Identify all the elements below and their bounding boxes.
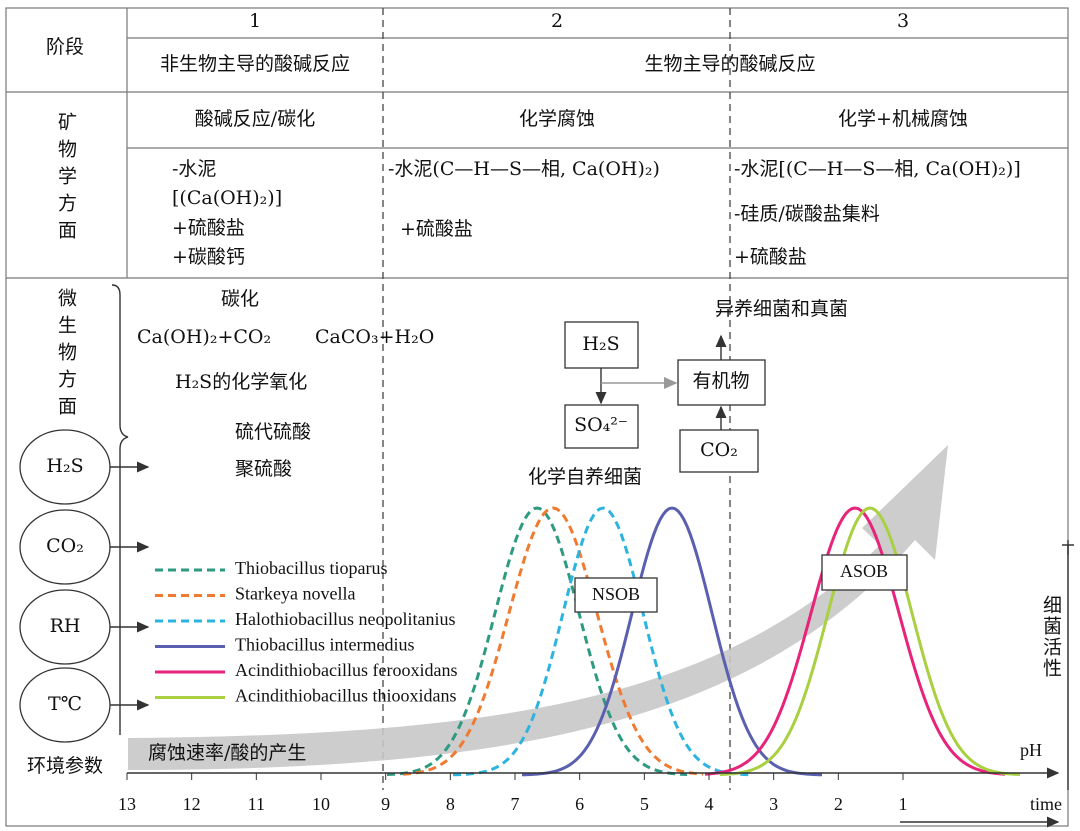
tick-label: 11 — [248, 794, 265, 814]
box — [564, 321, 639, 369]
tick-label: 12 — [183, 794, 201, 814]
process-label: 化学自养细菌 — [528, 466, 642, 488]
box — [677, 359, 766, 406]
reaction: Ca(OH)₂+CO₂ — [137, 326, 271, 348]
stage-name: 生物主导的酸碱反应 — [644, 53, 815, 75]
axis-label: 细菌活性 — [1040, 595, 1062, 679]
trend-label: 腐蚀速率/酸的产生 — [148, 742, 306, 764]
parameter-label: CO₂ — [46, 535, 84, 557]
row-label: 环境参数 — [27, 755, 103, 777]
activity-curve — [704, 506, 1006, 776]
process-label: 硫代硫酸 — [235, 421, 311, 443]
parameter-label: T℃ — [48, 693, 82, 715]
tick-label: 5 — [640, 794, 649, 814]
cell-text: -水泥(C—H—S—相, Ca(OH)₂) — [388, 158, 660, 180]
row-label: 矿物学方面 — [55, 112, 77, 247]
activity-curve — [719, 506, 1021, 776]
tick-label: 10 — [312, 794, 330, 814]
stage-name: 非生物主导的酸碱反应 — [160, 53, 350, 75]
legend-label: Halothiobacillus neopolitanius — [235, 609, 455, 629]
tick-label: 4 — [705, 794, 714, 814]
activity-curve — [452, 506, 754, 777]
process-label: 碳化 — [221, 288, 259, 310]
row-label: 阶段 — [46, 36, 84, 58]
box-label: ASOB — [840, 561, 888, 581]
tick-label: 7 — [511, 794, 520, 814]
cell-text: +硫酸盐 — [734, 246, 807, 268]
reaction: CaCO₃+H₂O — [315, 326, 434, 348]
parameter-label: RH — [50, 615, 81, 637]
environment-group: H₂S CO₂ RH T℃ — [19, 429, 150, 743]
legend-label: Thiobacillus tioparus — [235, 558, 387, 578]
axis-label: pH — [1020, 740, 1042, 760]
box — [574, 577, 658, 613]
box-label: 有机物 — [692, 370, 749, 392]
tick-label: 8 — [446, 794, 455, 814]
tick-label: 3 — [769, 794, 778, 814]
cell-text: +硫酸盐 — [400, 218, 473, 240]
box-label: SO₄²⁻ — [574, 414, 628, 436]
tick-label: 1 — [899, 794, 908, 814]
column-header: 酸碱反应/碳化 — [195, 108, 315, 130]
box-label: NSOB — [592, 584, 640, 604]
row-label: 微生物方面 — [55, 288, 77, 423]
axis-label: time — [1030, 794, 1062, 814]
tick-label: 2 — [834, 794, 843, 814]
process-label: 异养细菌和真菌 — [715, 298, 848, 320]
activity-curve — [386, 506, 688, 776]
legend: Thiobacillus tioparus Starkeya novella Hal… — [155, 558, 457, 706]
cell-text: +碳酸钙 — [172, 246, 245, 268]
cell-text: -水泥 — [172, 158, 216, 180]
parameter-label: H₂S — [46, 455, 83, 477]
box — [821, 554, 908, 591]
stage-number: 3 — [897, 10, 909, 32]
legend-label: Starkeya novella — [235, 584, 355, 604]
trend-arrow — [128, 445, 948, 770]
box-label: CO₂ — [700, 439, 738, 461]
stage-number: 2 — [551, 10, 563, 32]
process-label: H₂S的化学氧化 — [175, 371, 307, 393]
column-header: 化学腐蚀 — [519, 108, 595, 130]
box-label: H₂S — [582, 333, 619, 355]
stage-number: 1 — [249, 10, 261, 32]
box — [679, 429, 759, 473]
ticks: 13 12 11 10 9 8 7 6 5 4 3 2 1 — [118, 773, 908, 814]
legend-label: Acindithiobacillus thiooxidans — [235, 686, 456, 706]
tick-label: 13 — [118, 794, 136, 814]
cell-text: [(Ca(OH)₂)] — [172, 187, 282, 209]
curves — [386, 506, 1021, 777]
y-axis-tick — [1062, 540, 1074, 555]
cell-text: +硫酸盐 — [172, 217, 245, 239]
activity-curve — [402, 506, 704, 776]
brace — [111, 284, 129, 735]
tick-label: 9 — [381, 794, 390, 814]
column-header: 化学+机械腐蚀 — [838, 108, 968, 130]
frame — [5, 7, 1069, 827]
process-label: 聚硫酸 — [235, 458, 292, 480]
box — [564, 404, 639, 449]
cell-text: -水泥[(C—H—S—相, Ca(OH)₂)] — [734, 158, 1021, 180]
legend-label: Acindithiobacillus ferooxidans — [235, 660, 457, 680]
activity-curve — [521, 506, 823, 777]
tick-label: 6 — [575, 794, 584, 814]
cell-text: -硅质/碳酸盐集料 — [734, 203, 880, 225]
legend-label: Thiobacillus intermedius — [235, 635, 414, 655]
